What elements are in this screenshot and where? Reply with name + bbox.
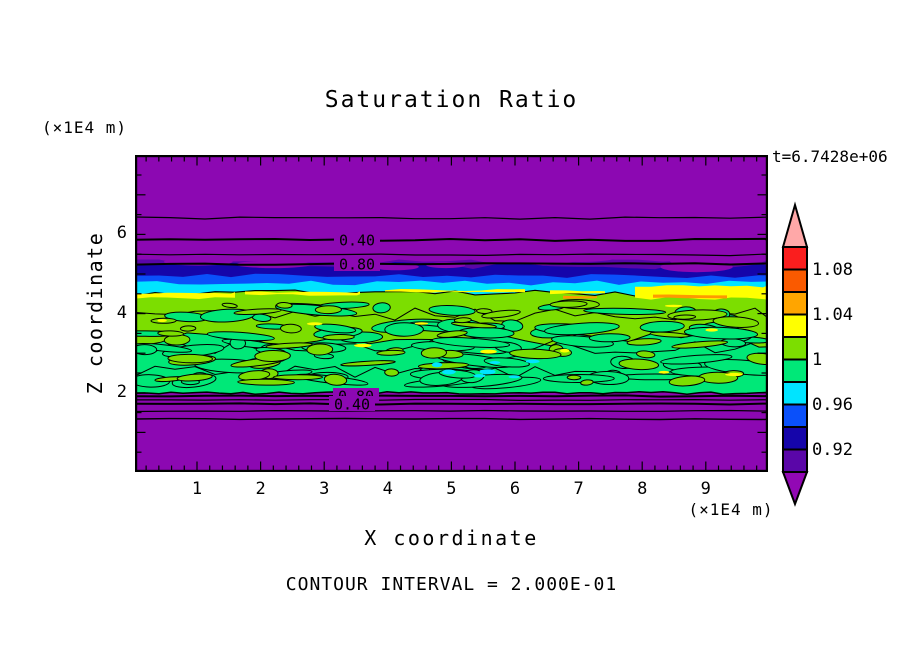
contour-interval-note: CONTOUR INTERVAL = 2.000E-01 [285,574,618,595]
colorbar [781,201,809,507]
colorbar-block [782,448,808,473]
colorbar-over-arrow [781,201,809,248]
contour-line-label: 0.40 [339,232,375,250]
colorbar-tick-label: 1.04 [812,304,853,325]
colorbar-block [782,291,808,316]
x-tick-label: 3 [319,479,330,499]
x-tick-label: 7 [573,479,584,499]
plot-border [135,155,768,472]
x-axis-label: X coordinate [364,526,539,550]
colorbar-block [782,268,808,293]
y-tick-label: 4 [116,302,127,323]
colorbar-tick-label: 1 [812,349,823,370]
contour-line-label: 0.40 [334,396,370,414]
colorbar-under-arrow [781,471,809,507]
x-tick-label: 1 [191,479,203,499]
colorbar-block [782,403,808,428]
colorbar-block [782,313,808,338]
colorbar-block [782,336,808,361]
x-tick-label: 9 [700,479,711,499]
x-axis-units-label: (×1E4 m) [688,500,774,519]
time-annotation: t=6.7428e+06 [772,147,888,166]
x-tick-label: 2 [255,479,266,499]
colorbar-block [782,426,808,451]
x-tick-label: 6 [509,479,521,499]
x-tick-label: 5 [446,479,457,499]
colorbar-tick-label: 1.08 [812,259,853,280]
colorbar-tick-label: 0.96 [812,394,853,415]
y-tick-label: 6 [116,223,127,244]
y-axis-units-label: (×1E4 m) [42,118,128,137]
contour-field: 0.400.800.800.40 [135,155,768,472]
chart-title: Saturation Ratio [324,87,579,113]
contour-line-label: 0.80 [339,256,375,274]
x-tick-label: 8 [637,479,648,499]
colorbar-tick-label: 0.92 [812,439,853,460]
colorbar-block [782,381,808,406]
x-tick-label: 4 [382,479,393,499]
y-tick-label: 2 [116,381,127,402]
colorbar-block [782,358,808,383]
colorbar-block [782,246,808,271]
